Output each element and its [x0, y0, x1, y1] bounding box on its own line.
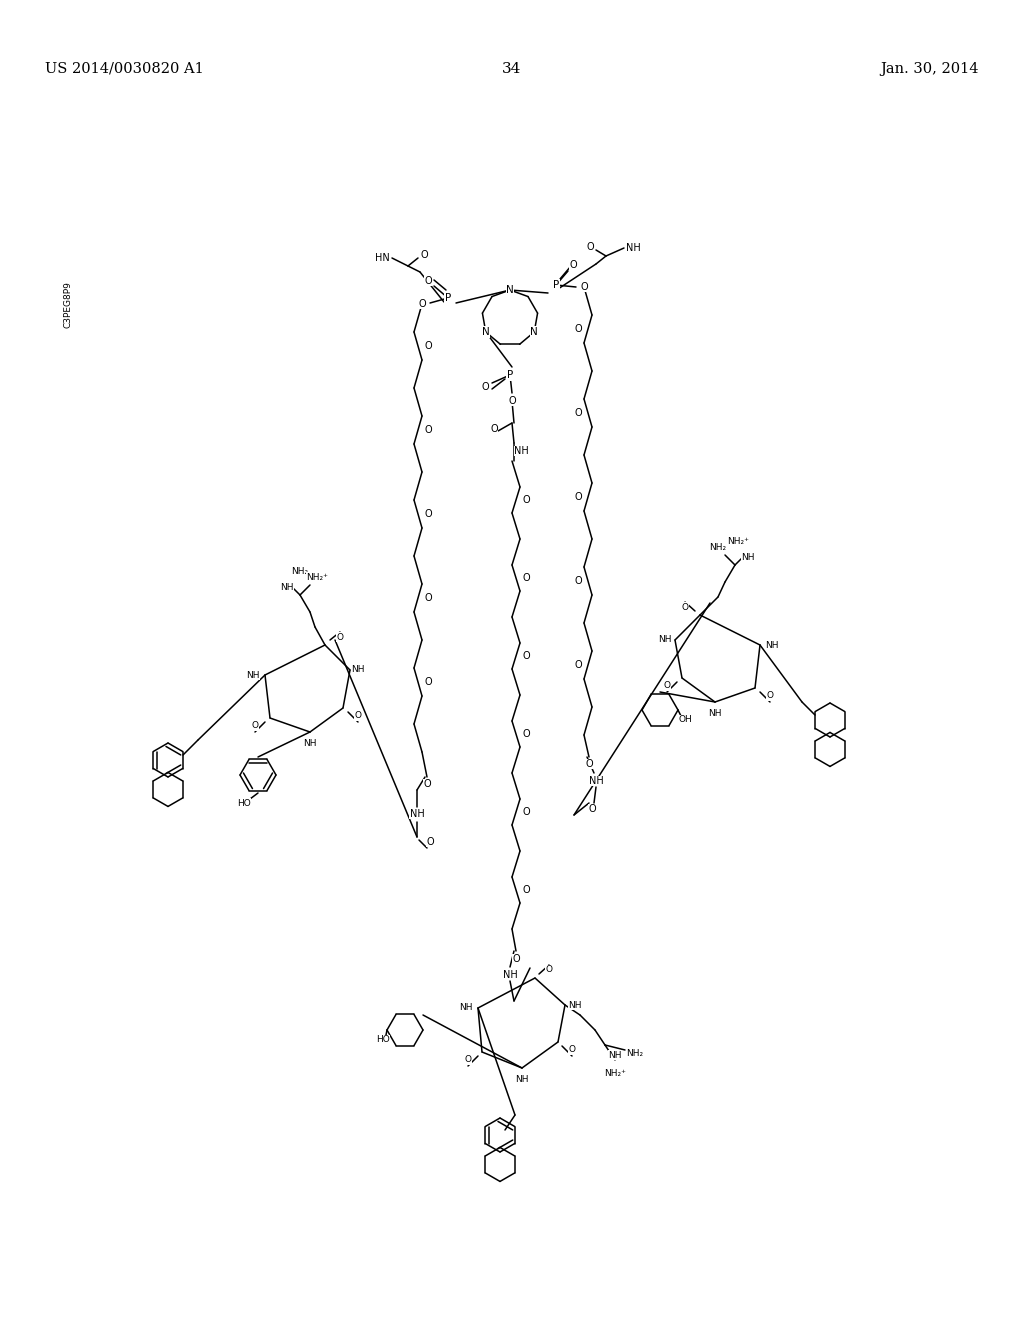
Text: O: O: [682, 602, 688, 611]
Text: O: O: [588, 804, 596, 814]
Text: O: O: [574, 492, 582, 502]
Text: O: O: [354, 711, 361, 721]
Text: NH: NH: [515, 1076, 528, 1085]
Text: O: O: [546, 965, 553, 974]
Text: O: O: [418, 300, 426, 309]
Text: O: O: [522, 651, 529, 661]
Text: NH: NH: [568, 1001, 582, 1010]
Text: Jan. 30, 2014: Jan. 30, 2014: [881, 62, 979, 77]
Text: NH: NH: [741, 553, 755, 561]
Text: NH: NH: [351, 665, 365, 675]
Text: O: O: [586, 242, 594, 252]
Text: O: O: [522, 495, 529, 506]
Text: NH: NH: [459, 1003, 473, 1012]
Text: O: O: [423, 779, 431, 789]
Text: O: O: [569, 260, 577, 271]
Text: NH₂⁺: NH₂⁺: [727, 537, 749, 546]
Text: NH: NH: [765, 640, 778, 649]
Text: O: O: [574, 660, 582, 671]
Text: O: O: [337, 632, 343, 642]
Text: US 2014/0030820 A1: US 2014/0030820 A1: [45, 62, 204, 77]
Text: O: O: [465, 1056, 471, 1064]
Text: NH: NH: [589, 776, 603, 785]
Text: O: O: [585, 759, 593, 770]
Text: HO: HO: [376, 1035, 390, 1044]
Text: O: O: [574, 408, 582, 418]
Text: O: O: [574, 576, 582, 586]
Text: O: O: [424, 593, 432, 603]
Text: O: O: [574, 323, 582, 334]
Text: O: O: [522, 573, 529, 583]
Text: O: O: [490, 424, 498, 434]
Text: O: O: [767, 692, 773, 701]
Text: O: O: [522, 729, 529, 739]
Text: O: O: [522, 884, 529, 895]
Text: HO: HO: [238, 799, 251, 808]
Text: O: O: [424, 510, 432, 519]
Text: NH: NH: [608, 1051, 622, 1060]
Text: O: O: [420, 249, 428, 260]
Text: NH: NH: [709, 710, 722, 718]
Text: P: P: [507, 370, 513, 380]
Text: NH₂: NH₂: [292, 568, 308, 577]
Text: O: O: [481, 381, 488, 392]
Text: NH₂: NH₂: [627, 1048, 643, 1057]
Text: 34: 34: [503, 62, 521, 77]
Text: O: O: [426, 837, 434, 847]
Text: O: O: [424, 425, 432, 436]
Text: OH: OH: [678, 715, 692, 725]
Text: N: N: [530, 327, 539, 337]
Text: O: O: [581, 282, 588, 292]
Text: N: N: [506, 285, 514, 294]
Text: P: P: [444, 293, 452, 304]
Text: NH: NH: [246, 671, 260, 680]
Text: O: O: [424, 276, 432, 286]
Text: N: N: [482, 327, 489, 337]
Text: NH₂: NH₂: [710, 543, 727, 552]
Text: NH: NH: [626, 243, 641, 253]
Text: NH₂⁺: NH₂⁺: [306, 573, 328, 582]
Text: NH₂⁺: NH₂⁺: [604, 1068, 626, 1077]
Text: NH: NH: [514, 446, 528, 455]
Text: HN: HN: [375, 253, 390, 263]
Text: O: O: [424, 677, 432, 686]
Text: NH: NH: [410, 809, 424, 818]
Text: NH: NH: [503, 970, 517, 979]
Text: O: O: [568, 1045, 575, 1055]
Text: NH: NH: [281, 582, 294, 591]
Text: O: O: [522, 807, 529, 817]
Text: NH: NH: [303, 739, 316, 748]
Text: O: O: [252, 722, 258, 730]
Text: O: O: [508, 396, 516, 407]
Text: O: O: [512, 954, 520, 964]
Text: O: O: [664, 681, 671, 690]
Text: C3PEG8P9: C3PEG8P9: [63, 281, 73, 329]
Text: P: P: [553, 280, 559, 290]
Text: NH: NH: [658, 635, 672, 644]
Text: O: O: [424, 341, 432, 351]
